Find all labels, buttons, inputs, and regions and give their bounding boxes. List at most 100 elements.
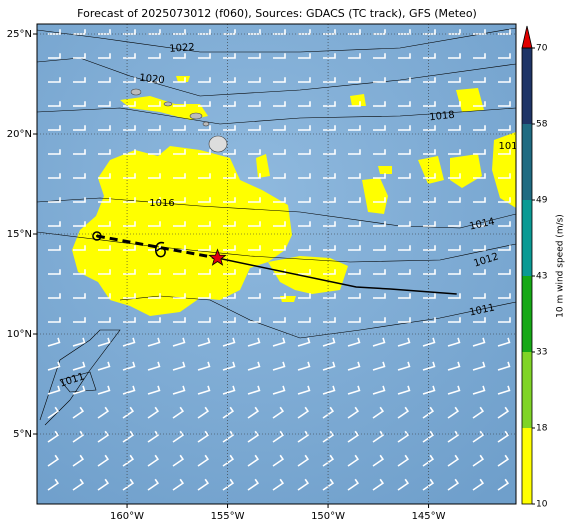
wind-barb xyxy=(473,53,486,59)
wind-barb xyxy=(73,77,86,83)
wind-barb xyxy=(423,245,436,251)
wind-barb xyxy=(498,317,511,323)
wind-barb xyxy=(223,317,236,323)
wind-barb xyxy=(173,125,186,131)
wind-barb xyxy=(272,406,285,419)
wind-barb xyxy=(422,361,436,371)
wind-barb xyxy=(298,317,311,323)
wind-barb xyxy=(98,317,111,323)
wind-barb xyxy=(372,337,386,347)
wind-barb xyxy=(323,317,336,323)
wind-barb xyxy=(473,101,486,107)
wind-barb xyxy=(247,406,260,419)
wind-barb xyxy=(297,361,311,371)
wind-barb xyxy=(198,317,211,323)
wind-barb xyxy=(423,221,436,227)
wind-barb xyxy=(398,197,411,203)
wind-barb xyxy=(448,149,461,155)
wind-barb xyxy=(422,337,436,347)
wind-barb xyxy=(472,454,485,467)
wind-barb xyxy=(248,101,261,107)
wind-barb xyxy=(73,149,86,155)
map-frame xyxy=(36,23,517,505)
wind-barb xyxy=(323,173,336,179)
wind-barb xyxy=(222,454,235,467)
wind-barb xyxy=(322,454,335,467)
wind-barb xyxy=(473,245,486,251)
wind-barb xyxy=(372,430,385,443)
wind-barb xyxy=(97,406,110,419)
wind-barb xyxy=(272,337,286,347)
wind-barb xyxy=(173,101,186,107)
wind-barb xyxy=(498,245,511,251)
current-position xyxy=(208,248,227,266)
isobar-label: 1016 xyxy=(149,198,174,209)
wind-barb xyxy=(423,269,436,275)
wind-barb xyxy=(398,77,411,83)
wind-barb xyxy=(498,221,511,227)
wind-barb xyxy=(148,245,161,251)
wind-barb xyxy=(497,430,510,443)
wind-barb xyxy=(272,430,285,443)
y-tick-label: 10°N xyxy=(7,329,32,340)
wind-barb xyxy=(298,149,311,155)
wind-barb xyxy=(297,337,311,347)
wind-barb xyxy=(98,293,111,299)
wind-barb xyxy=(48,197,61,203)
wind-barb xyxy=(398,101,411,107)
wind-barb xyxy=(322,337,336,347)
wind-barb xyxy=(122,430,135,443)
wind-barb xyxy=(298,269,311,275)
wind-barb xyxy=(422,385,436,395)
colorbar-segment xyxy=(522,124,532,200)
wind-barb xyxy=(348,125,361,131)
colorbar-label: 10 m wind speed (m/s) xyxy=(556,214,566,318)
wind-barb xyxy=(397,430,410,443)
wind-barb xyxy=(473,197,486,203)
wind-barb xyxy=(347,385,361,395)
wind-barb xyxy=(272,454,285,467)
wind-barb xyxy=(198,53,211,59)
wind-barb xyxy=(73,101,86,107)
wind-barb xyxy=(147,454,160,467)
chart-title: Forecast of 2025073012 (f060), Sources: … xyxy=(77,7,477,20)
track-start xyxy=(92,231,102,241)
wind-barb xyxy=(223,173,236,179)
wind-barb xyxy=(248,125,261,131)
wind-barb xyxy=(498,125,511,131)
wind-barb xyxy=(247,478,260,491)
wind-barb xyxy=(448,101,461,107)
wind-barb xyxy=(48,269,61,275)
colorbar-segment xyxy=(522,276,532,352)
wind-barb xyxy=(72,454,85,467)
wind-barb xyxy=(197,478,210,491)
wind-barb xyxy=(498,173,511,179)
wind-barb xyxy=(347,430,360,443)
wind-barb xyxy=(73,269,86,275)
wind-barb xyxy=(273,77,286,83)
wind-barb xyxy=(223,77,236,83)
wind-barb xyxy=(348,221,361,227)
wind-barb xyxy=(222,478,235,491)
wind-barb xyxy=(323,101,336,107)
wind-barb xyxy=(423,53,436,59)
wind-barb xyxy=(198,125,211,131)
grid xyxy=(37,24,516,504)
wind-barb xyxy=(423,125,436,131)
y-tick-label: 15°N xyxy=(7,229,32,240)
wind-barb xyxy=(423,293,436,299)
wind-barb xyxy=(172,454,185,467)
wind-barb xyxy=(373,197,386,203)
x-tick-label: 155°W xyxy=(211,511,245,522)
wind-barb xyxy=(397,385,411,395)
islands xyxy=(130,88,228,153)
wind-barb xyxy=(47,361,61,371)
wind-barb xyxy=(398,221,411,227)
wind-barb xyxy=(473,221,486,227)
wind-barb xyxy=(147,478,160,491)
wind-barb xyxy=(323,77,336,83)
wind-barb xyxy=(273,53,286,59)
x-tick-label: 150°W xyxy=(311,511,345,522)
wind-barb xyxy=(323,53,336,59)
